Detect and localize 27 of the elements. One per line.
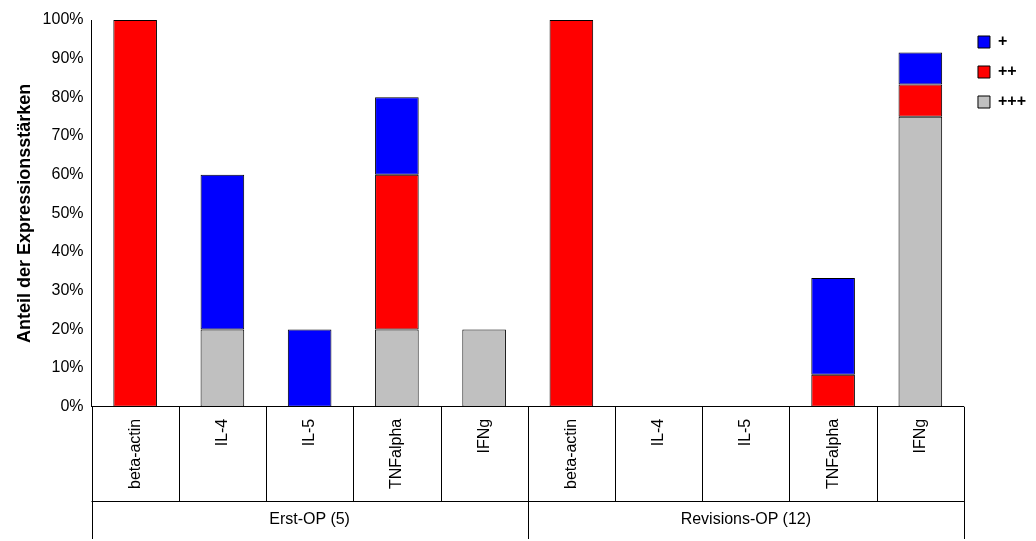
- x-tick-label: IL-5: [300, 418, 318, 447]
- x-tick-label: IL-4: [212, 418, 230, 447]
- x-tick-label: beta-actin: [125, 418, 143, 489]
- y-tick-label: 80%: [51, 87, 84, 105]
- y-tick-label: 100%: [42, 10, 84, 28]
- x-tick-label: TNFalpha: [387, 418, 405, 489]
- y-tick-label: 50%: [51, 203, 84, 221]
- x-tick-label: IL-4: [649, 418, 667, 447]
- x-tick-label: IFNg: [474, 418, 492, 454]
- x-tick-label: IFNg: [910, 418, 928, 454]
- x-tick-label: TNFalpha: [823, 418, 841, 489]
- legend-label: +++: [997, 92, 1026, 110]
- x-tick-label: beta-actin: [561, 418, 579, 489]
- text: Revisions-OP (12): [680, 510, 812, 528]
- y-axis-title: Anteil der Expressionsstärken: [13, 83, 34, 343]
- y-tick-label: 90%: [51, 49, 84, 67]
- y-tick-label: 0%: [60, 397, 84, 415]
- legend-label: ++: [997, 62, 1017, 80]
- legend-label: +: [997, 32, 1008, 50]
- y-tick-label: 30%: [51, 281, 84, 299]
- y-tick-label: 70%: [51, 126, 84, 144]
- y-tick-label: 10%: [51, 358, 84, 376]
- y-tick-label: 60%: [51, 165, 84, 183]
- x-tick-label: IL-5: [736, 418, 754, 447]
- y-tick-label: 40%: [51, 242, 84, 260]
- text: Erst-OP (5): [269, 510, 350, 528]
- y-tick-label: 20%: [51, 319, 84, 337]
